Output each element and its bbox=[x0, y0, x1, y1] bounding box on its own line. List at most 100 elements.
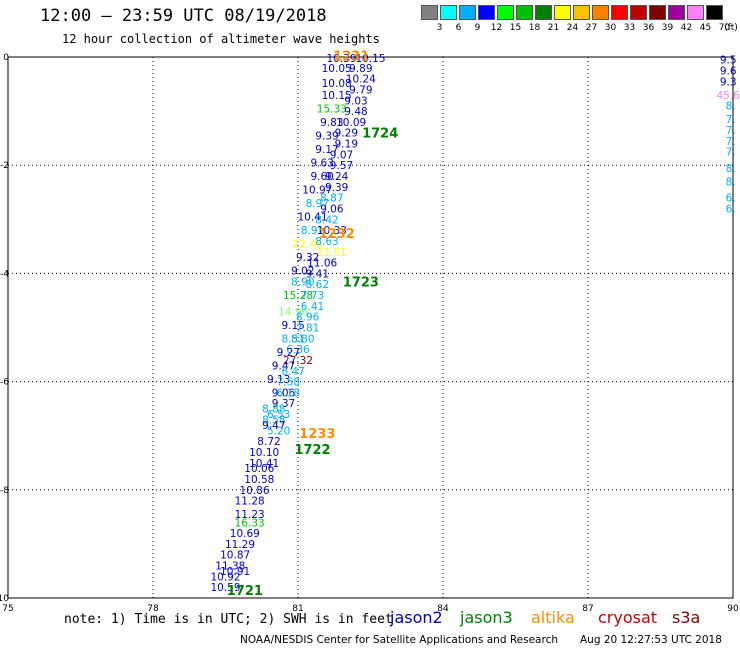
x-tick-label: 84 bbox=[437, 604, 449, 614]
legend-swatch bbox=[440, 5, 457, 20]
wave-height-label: 8.42 bbox=[315, 214, 338, 226]
wave-height-label: 10.41 bbox=[249, 458, 279, 470]
wave-height-label: 10.33 bbox=[317, 225, 347, 237]
wave-height-label: 15.28 bbox=[283, 290, 313, 302]
legend-swatch bbox=[516, 5, 533, 20]
legend-swatch bbox=[478, 5, 495, 20]
wave-height-label: 9.29 bbox=[335, 128, 358, 140]
pass-time-label: 1231 bbox=[333, 49, 369, 64]
legend-swatch bbox=[649, 5, 666, 20]
wave-height-label: 10.97 bbox=[302, 185, 332, 197]
wave-height-label: 10.10 bbox=[249, 447, 279, 459]
wave-height-label: 8. bbox=[726, 176, 736, 188]
y-tick-label: -6 bbox=[0, 378, 9, 388]
wave-height-label: 8.96 bbox=[296, 312, 320, 324]
wave-height-label: 9.32 bbox=[296, 252, 319, 264]
wave-height-label: 27.32 bbox=[283, 355, 313, 367]
y-tick-label: 0 bbox=[3, 53, 9, 63]
wave-height-label: 8. bbox=[726, 163, 736, 175]
legend-swatch bbox=[554, 5, 571, 20]
wave-height-label: 7. bbox=[726, 136, 736, 148]
x-tick-label: 81 bbox=[292, 604, 303, 614]
legend-swatch bbox=[497, 5, 514, 20]
wave-height-label: 14.96 bbox=[278, 306, 308, 318]
wave-height-label: 9.83 bbox=[320, 117, 343, 129]
wave-height-label: 6.47 bbox=[281, 366, 304, 378]
wave-height-label: 10.15 bbox=[322, 90, 352, 102]
wave-height-label: 10.15 bbox=[355, 53, 385, 65]
chart-subtitle: 12 hour collection of altimeter wave hei… bbox=[62, 32, 380, 46]
chart-title: 12:00 – 23:59 UTC 08/19/2018 bbox=[40, 6, 327, 26]
wave-height-label: 10.05 bbox=[322, 63, 352, 75]
credit-text: NOAA/NESDIS Center for Satellite Applica… bbox=[240, 634, 558, 646]
x-tick-label: 87 bbox=[582, 604, 593, 614]
legend-label: 15 bbox=[509, 23, 522, 33]
y-tick-label: -8 bbox=[0, 486, 9, 496]
wave-height-label: 11.38 bbox=[215, 561, 245, 573]
timestamp-text: Aug 20 12:27:53 UTC 2018 bbox=[580, 634, 722, 646]
wave-height-label: 6.41 bbox=[301, 301, 324, 313]
wave-height-label: 8.80 bbox=[291, 333, 314, 345]
x-tick-label: 90 bbox=[727, 604, 739, 614]
wave-height-label: 9.02 bbox=[291, 266, 314, 278]
wave-height-label: 9.89 bbox=[349, 63, 372, 75]
legend-label: 24 bbox=[566, 23, 579, 33]
wave-height-label: 6.36 bbox=[286, 344, 310, 356]
y-tick-label: -4 bbox=[0, 269, 9, 279]
y-tick-label: -10 bbox=[0, 594, 9, 604]
wave-height-label: 7. bbox=[726, 114, 736, 126]
legend-label: 36 bbox=[642, 23, 655, 33]
wave-height-label: 8.90 bbox=[291, 277, 314, 289]
wave-height-label: 10.41 bbox=[297, 212, 327, 224]
satellite-cryosat: cryosat bbox=[598, 608, 658, 627]
pass-time-label: 1232 bbox=[319, 227, 355, 242]
wave-height-label: 8.58 bbox=[262, 414, 285, 426]
legend-label: 39 bbox=[661, 23, 674, 33]
legend-swatch bbox=[611, 5, 628, 20]
legend-swatch bbox=[592, 5, 609, 20]
legend-swatch bbox=[668, 5, 685, 20]
wave-height-label: 10.09 bbox=[336, 117, 366, 129]
wave-height-label: 9.15 bbox=[281, 320, 304, 332]
wave-height-label: 9.19 bbox=[335, 139, 358, 151]
wave-height-label: 10.92 bbox=[210, 571, 240, 583]
wave-height-label: 8.87 bbox=[320, 193, 343, 205]
wave-height-label: 8.72 bbox=[257, 436, 280, 448]
wave-height-label: 11.06 bbox=[307, 258, 337, 270]
x-tick-label: 78 bbox=[147, 604, 159, 614]
wave-height-label: 10.39 bbox=[326, 53, 356, 65]
y-tick-label: -2 bbox=[0, 161, 9, 171]
wave-height-label: 9.17 bbox=[315, 144, 338, 156]
wave-height-label: 9.47 bbox=[272, 360, 295, 372]
wave-height-label: 6. bbox=[726, 193, 736, 205]
wave-height-label: 15.33 bbox=[317, 103, 347, 115]
pass-time-label: 1233 bbox=[299, 427, 335, 442]
wave-height-label: 21.51 bbox=[317, 247, 347, 259]
pass-time-label: 1723 bbox=[343, 276, 379, 291]
wave-height-label: 9.57 bbox=[330, 160, 353, 172]
legend-label: 30 bbox=[604, 23, 617, 33]
wave-height-label: 7.81 bbox=[296, 323, 319, 335]
satellite-altika: altika bbox=[531, 608, 575, 627]
legend-swatch bbox=[459, 5, 476, 20]
pass-time-label: 1722 bbox=[294, 443, 330, 458]
wave-height-label: 11.23 bbox=[235, 509, 265, 521]
wave-height-label: 8. bbox=[726, 101, 736, 113]
wave-height-label: 9.3 bbox=[720, 76, 737, 88]
wave-height-label: 45.6 bbox=[716, 90, 740, 102]
legend-swatch bbox=[535, 5, 552, 20]
wave-height-label: 16.33 bbox=[235, 517, 265, 529]
wave-height-label: 6.53 bbox=[267, 409, 290, 421]
wave-height-label: 9.48 bbox=[344, 106, 367, 118]
legend-label: 9 bbox=[474, 23, 481, 33]
wave-height-label: 9.13 bbox=[267, 374, 290, 386]
wave-height-label: 7.58 bbox=[277, 377, 300, 389]
wave-height-label: 11.28 bbox=[235, 496, 265, 508]
wave-height-label: 9.39 bbox=[315, 130, 338, 142]
wave-height-label: 10.08 bbox=[322, 78, 352, 90]
wave-height-label: 5.20 bbox=[267, 425, 290, 437]
wave-height-label: 8.91 bbox=[301, 225, 324, 237]
wave-height-label: 11.29 bbox=[225, 539, 255, 551]
x-tick-label: 75 bbox=[2, 604, 13, 614]
